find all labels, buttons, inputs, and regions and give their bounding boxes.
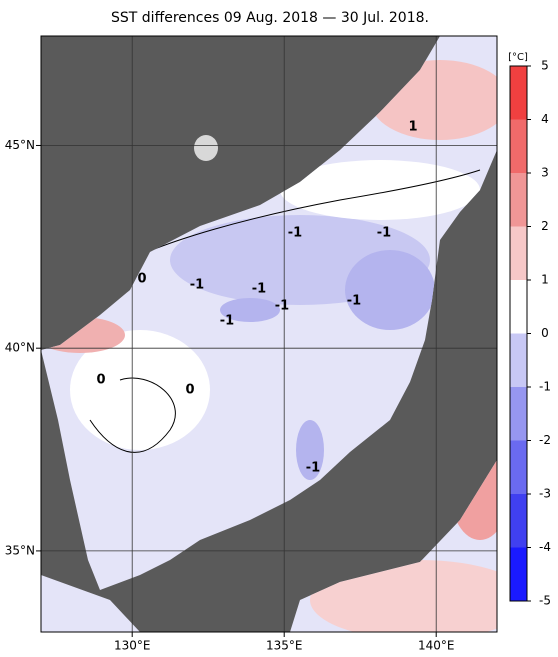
colorbar-unit: [°C] [508,52,528,63]
colorbar-band [510,226,527,280]
colorbar-band [510,494,527,548]
lon-tick-label: 140°E [418,639,455,653]
cool-anomaly [345,250,435,330]
colorbar-band [510,387,527,441]
map-title: SST differences 09 Aug. 2018 — 30 Jul. 2… [111,10,429,26]
colorbar-tick-label: 1 [541,273,549,287]
colorbar-tick-label: 0 [541,326,549,340]
colorbar-band [510,66,527,120]
contour-line [89,377,176,453]
contour-label: -1 [288,226,302,241]
colorbar-tick-label: 5 [541,59,549,73]
graticule [36,36,497,637]
warm-anomaly [310,560,497,632]
colorbar-band [510,280,527,334]
colorbar-tick-label: 2 [541,219,549,233]
colorbar-tick-label: 3 [541,166,549,180]
lon-tick-label: 130°E [114,639,151,653]
contour-label: -1 [190,278,204,293]
contour-label: -1 [377,226,391,241]
colorbar-band [510,119,527,173]
colorbar-tick-label: -2 [539,433,551,447]
colorbar-band [510,440,527,494]
map-frame [40,35,498,633]
lake [194,135,218,161]
contour-label: -1 [275,299,289,314]
lon-tick-label: 135°E [266,639,303,653]
lat-tick-label: 40°N [5,341,35,355]
lat-tick-label: 35°N [5,543,35,557]
cool-anomaly [220,298,280,322]
colorbar-tick-label: -1 [539,380,551,394]
colorbar-tick-label: -5 [539,594,551,608]
contour-label: -1 [252,282,266,297]
contour-label: 1 [408,120,417,135]
cool-anomaly [296,420,324,480]
neutral-area [280,160,480,220]
colorbar: -5 -4 -3 -2 -1 0 1 2 3 4 5 [509,59,551,608]
colorbar-band [510,173,527,227]
colorbar-tick-label: -4 [539,540,551,554]
contour-label: 0 [137,272,146,287]
colorbar-tick-label: 4 [541,112,549,126]
contour-label: -1 [220,314,234,329]
lat-tick-label: 45°N [5,138,35,152]
contour-line [109,169,481,271]
contour-label: -1 [347,294,361,309]
contour-label: 0 [185,383,194,398]
colorbar-tick-label: -3 [539,487,551,501]
colorbar-band [510,547,527,601]
colorbar-band [510,333,527,387]
contour-label: -1 [306,461,320,476]
contour-label: 0 [96,373,105,388]
contour-labels: 1 -1 -1 -1 -1 -1 -1 -1 -1 0 0 0 [96,120,417,476]
